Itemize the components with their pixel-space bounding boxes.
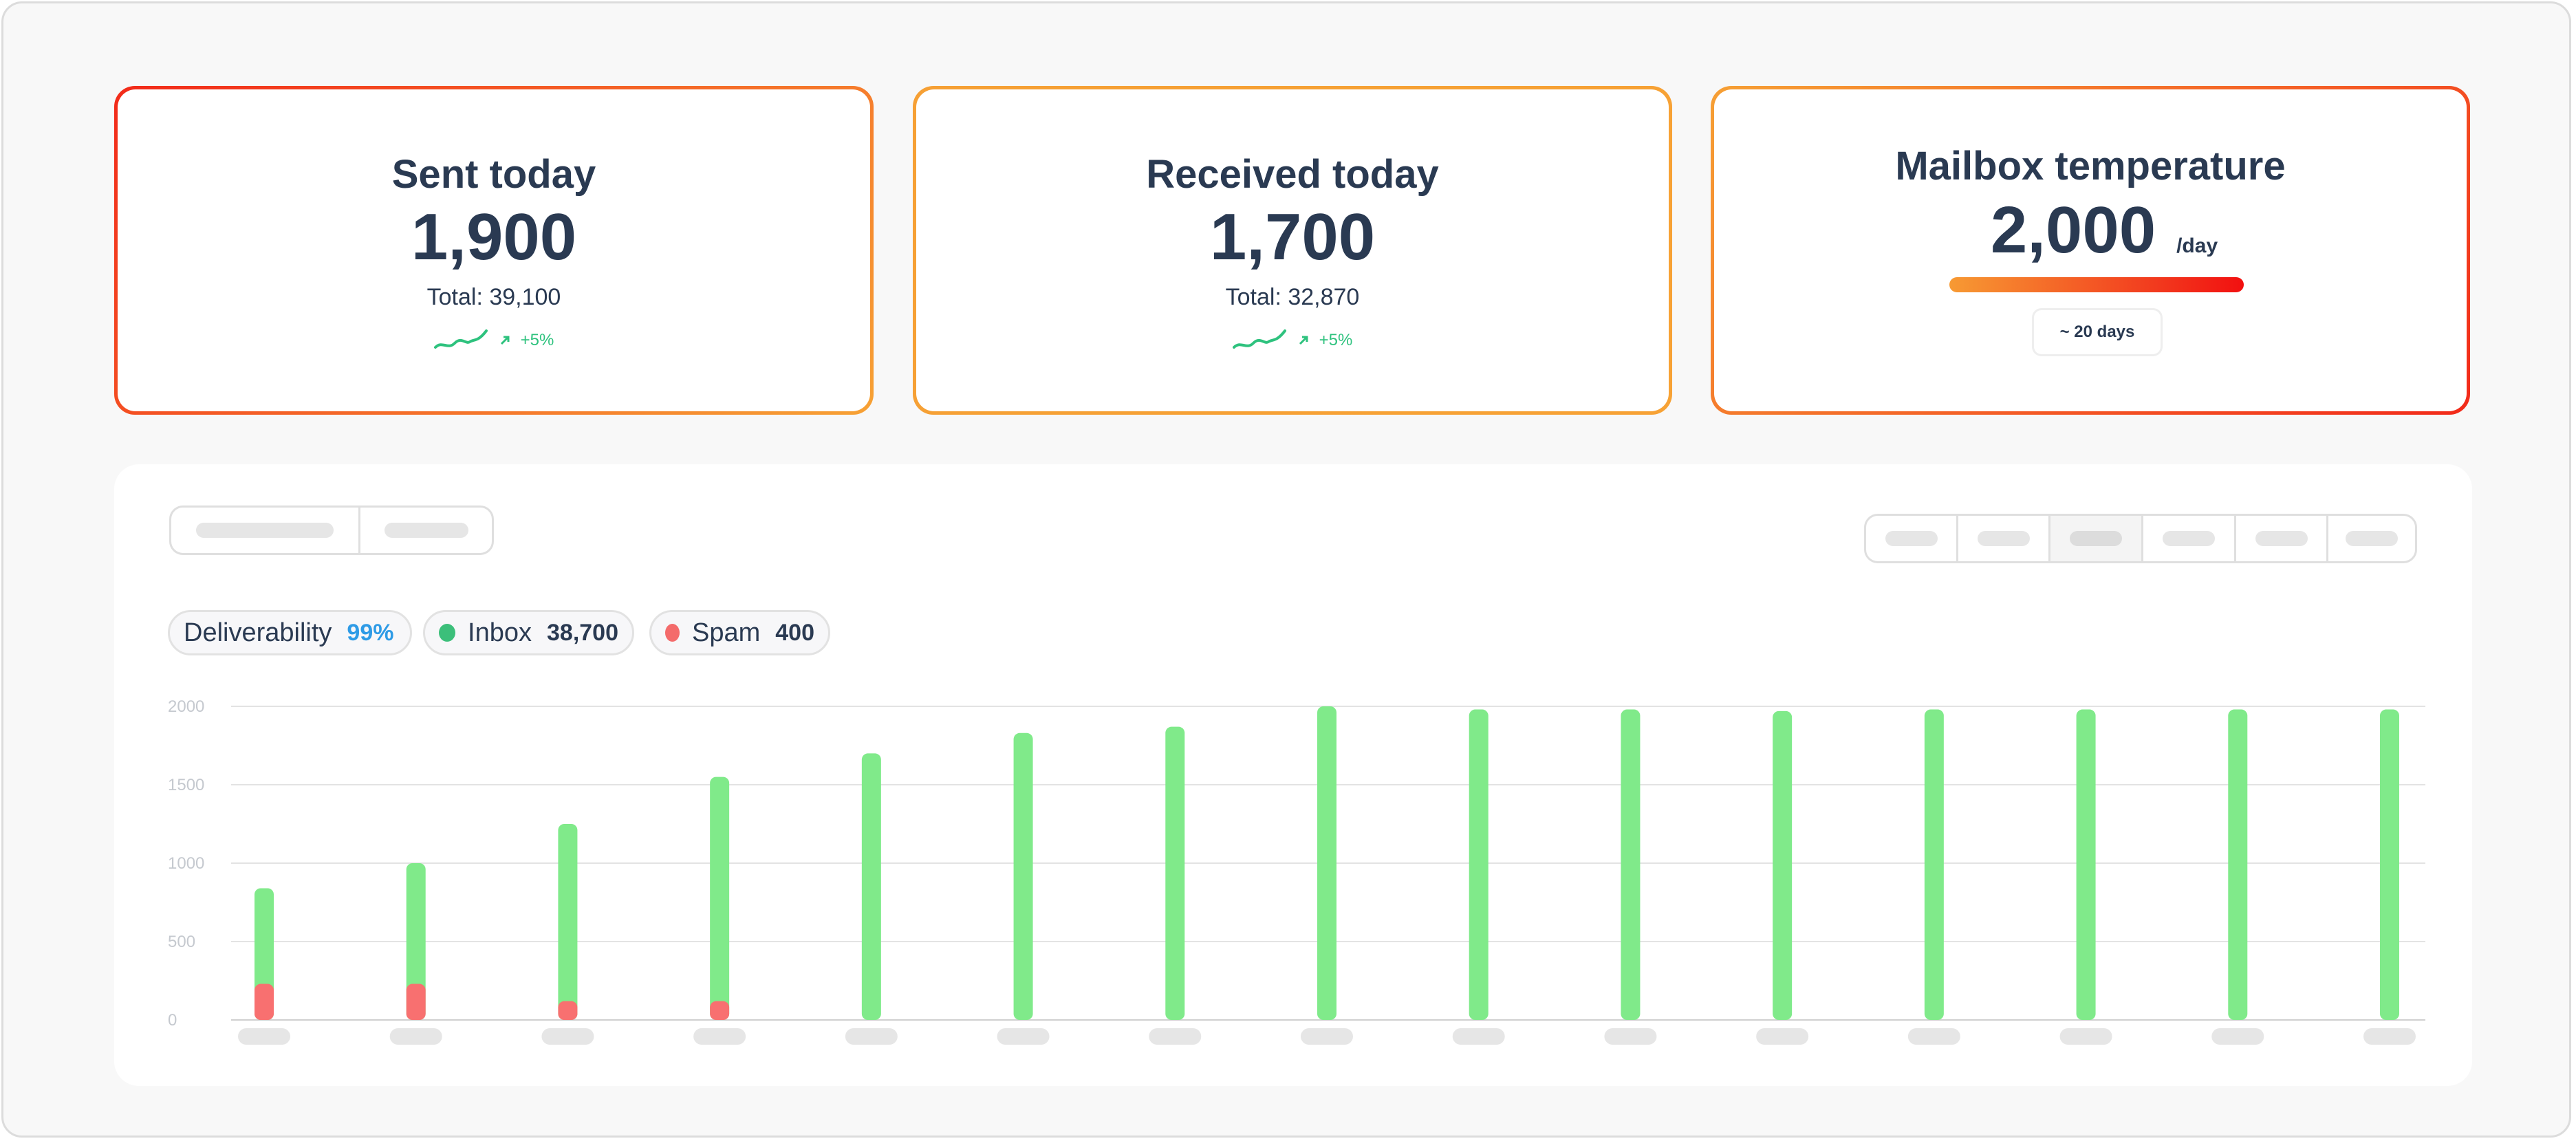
label-placeholder: [384, 523, 468, 538]
legend-value: 400: [775, 619, 814, 646]
temperature-bar: [1949, 277, 2244, 292]
received-today-card: Received today 1,700 Total: 32,870 +5%: [913, 86, 1672, 415]
inbox-bar: [1469, 709, 1489, 1020]
label-placeholder: [1977, 531, 2030, 546]
legend-value: 99%: [347, 619, 394, 646]
inbox-bar: [1924, 709, 1944, 1020]
sent-today-card: Sent today 1,900 Total: 39,100 +5%: [114, 86, 874, 415]
spam-legend[interactable]: Spam 400: [649, 610, 830, 655]
x-tick-placeholder: [997, 1028, 1050, 1045]
card-value: 1,900: [411, 200, 577, 274]
x-tick-placeholder: [1907, 1028, 1960, 1045]
period-option-2[interactable]: [1958, 516, 2050, 561]
sparkline-icon: [433, 329, 488, 349]
x-tick-placeholder: [1756, 1028, 1809, 1045]
card-title: Received today: [1146, 152, 1439, 197]
card-unit: /day: [2176, 235, 2218, 257]
trend-percent: +5%: [1319, 331, 1353, 349]
x-tick-placeholder: [693, 1028, 746, 1045]
view-toggle-option-1[interactable]: [171, 508, 360, 553]
trend-indicator: +5%: [118, 323, 870, 358]
deliverability-bar-chart: 0 500 1000 1500 2000: [168, 697, 2425, 1045]
inbox-bar: [558, 824, 578, 1020]
temperature-value-group: 2,000 /day: [1714, 193, 2467, 268]
spam-bar: [406, 984, 426, 1020]
label-placeholder: [1885, 531, 1938, 546]
spam-bar: [255, 984, 274, 1020]
card-title: Mailbox temperature: [1895, 144, 2286, 188]
period-selector: [1864, 514, 2417, 563]
trend-indicator: +5%: [916, 323, 1669, 358]
spam-bar: [710, 1001, 730, 1020]
x-tick-placeholder: [2211, 1028, 2264, 1045]
label-placeholder: [2255, 531, 2308, 546]
y-tick-label: 1500: [168, 776, 204, 794]
card-value: 1,700: [1209, 200, 1376, 274]
chart-panel: Deliverability 99% Inbox 38,700 Spam 400…: [114, 464, 2472, 1086]
label-placeholder: [2070, 531, 2122, 546]
period-option-4[interactable]: [2143, 516, 2236, 561]
inbox-bar: [1317, 706, 1336, 1020]
label-placeholder: [2163, 531, 2215, 546]
inbox-dot-icon: [439, 624, 456, 642]
card-total: Total: 39,100: [426, 284, 561, 310]
arrow-up-right-icon: [1299, 336, 1308, 345]
warmup-duration-badge: ~ 20 days: [2032, 308, 2163, 356]
period-option-3[interactable]: [2050, 516, 2143, 561]
inbox-bar: [710, 776, 730, 1020]
inbox-legend[interactable]: Inbox 38,700: [423, 610, 634, 655]
inbox-bar: [2380, 709, 2399, 1020]
view-toggle-option-2[interactable]: [360, 508, 492, 553]
y-tick-label: 0: [168, 1011, 177, 1030]
deliverability-badge: Deliverability 99%: [168, 610, 412, 655]
inbox-bar: [1013, 732, 1033, 1020]
inbox-bar: [1773, 710, 1793, 1020]
trend-percent: +5%: [520, 331, 554, 349]
period-option-1[interactable]: [1866, 516, 1958, 561]
spam-bar: [558, 1001, 578, 1020]
period-option-5[interactable]: [2236, 516, 2328, 561]
card-total: Total: 32,870: [1225, 284, 1360, 310]
x-tick-placeholder: [1301, 1028, 1353, 1045]
y-tick-label: 2000: [168, 697, 204, 716]
sparkline-icon: [1232, 329, 1286, 349]
label-placeholder: [196, 523, 334, 538]
x-tick-placeholder: [2059, 1028, 2112, 1045]
legend-label: Inbox: [468, 618, 532, 647]
inbox-bar: [1621, 709, 1641, 1020]
inbox-bar: [2076, 709, 2096, 1020]
x-tick-placeholder: [1452, 1028, 1505, 1045]
legend-value: 38,700: [547, 619, 618, 646]
x-tick-placeholder: [845, 1028, 898, 1045]
view-toggle: [169, 506, 494, 555]
y-tick-label: 500: [168, 933, 195, 951]
x-tick-placeholder: [2363, 1028, 2416, 1045]
period-option-6[interactable]: [2328, 516, 2415, 561]
x-tick-placeholder: [389, 1028, 442, 1045]
legend-label: Spam: [691, 618, 761, 647]
x-tick-placeholder: [1149, 1028, 1202, 1045]
inbox-bar: [861, 753, 881, 1020]
y-tick-label: 1000: [168, 854, 204, 873]
label-placeholder: [2346, 531, 2398, 546]
legend-label: Deliverability: [184, 618, 332, 647]
x-tick-placeholder: [238, 1028, 290, 1045]
card-value: 2,000: [1990, 193, 2156, 267]
arrow-up-right-icon: [500, 336, 510, 345]
x-tick-placeholder: [1604, 1028, 1657, 1045]
inbox-bar: [2228, 709, 2248, 1020]
mailbox-temperature-card: Mailbox temperature 2,000 /day ~ 20 days: [1711, 86, 2470, 415]
inbox-bar: [406, 863, 426, 1020]
spam-dot-icon: [665, 624, 680, 642]
inbox-bar: [1165, 726, 1185, 1020]
card-title: Sent today: [391, 152, 596, 197]
x-tick-placeholder: [541, 1028, 594, 1045]
